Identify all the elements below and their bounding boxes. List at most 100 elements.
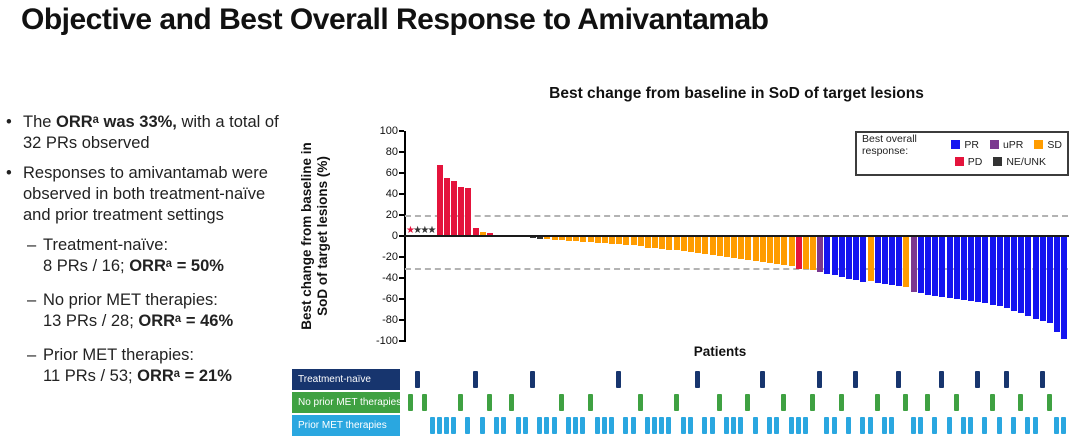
- group-tick: [601, 417, 607, 434]
- group-tick: [573, 417, 579, 434]
- group-tick: [558, 394, 564, 411]
- waterfall-bar: [889, 237, 896, 286]
- group-tick: [982, 417, 988, 434]
- reference-line: [405, 215, 1068, 217]
- group-label-treatment-naive: Treatment-naïve: [292, 369, 400, 390]
- legend-swatch-sd: [1034, 140, 1044, 149]
- group-tick: [580, 417, 586, 434]
- waterfall-bar: [458, 186, 465, 236]
- y-tick-label: -80: [382, 313, 398, 326]
- group-tick: [458, 394, 464, 411]
- waterfall-bar: [716, 237, 723, 256]
- chart-title: Best change from baseline in SoD of targ…: [549, 85, 924, 102]
- legend-item-label: NE/UNK: [1006, 155, 1046, 168]
- y-tick-mark: [399, 172, 404, 174]
- waterfall-bar: [910, 237, 917, 292]
- legend-swatch-pd: [954, 157, 964, 166]
- bullet-responses-text: Responses to amivantamab were observed i…: [23, 164, 268, 224]
- group-tick: [436, 417, 442, 434]
- group-tick: [680, 417, 686, 434]
- waterfall-bar: [659, 237, 666, 249]
- legend-swatch-pr: [951, 140, 961, 149]
- waterfall-bar: [810, 237, 817, 270]
- waterfall-bar: [946, 237, 953, 298]
- y-tick-label: 40: [385, 187, 398, 200]
- waterfall-bar: [1061, 237, 1068, 339]
- group-tick: [853, 371, 859, 388]
- legend-swatch-ne-unk: [993, 157, 1003, 166]
- legend-title: Best overall response:: [862, 132, 917, 157]
- page-title: Objective and Best Overall Response to A…: [21, 3, 769, 36]
- waterfall-bar: [845, 237, 852, 279]
- group-tick: [443, 417, 449, 434]
- group-tick: [824, 417, 830, 434]
- group-tick: [932, 417, 938, 434]
- group-tick: [565, 417, 571, 434]
- group-tick: [781, 394, 787, 411]
- legend-item-label: uPR: [1002, 138, 1024, 151]
- group-tick: [616, 371, 622, 388]
- group-tick: [953, 394, 959, 411]
- group-label-prior-met: Prior MET therapies: [292, 415, 400, 436]
- waterfall-bar: [1032, 237, 1039, 319]
- waterfall-bar: [709, 237, 716, 255]
- waterfall-bar: [573, 237, 580, 242]
- group-tick: [723, 417, 729, 434]
- waterfall-bar: [652, 237, 659, 248]
- group-tick: [1018, 394, 1024, 411]
- group-tick: [429, 417, 435, 434]
- waterfall-bar: [558, 237, 565, 241]
- reference-line: [405, 267, 1068, 270]
- y-tick-mark: [399, 298, 404, 300]
- group-tick: [968, 417, 974, 434]
- bullet-orr: • The ORRᵃ was 33%, with a total of 32 P…: [6, 112, 298, 154]
- group-tick: [946, 417, 952, 434]
- group-tick: [802, 417, 808, 434]
- y-tick-label: 60: [385, 166, 398, 179]
- waterfall-bar: [932, 237, 939, 296]
- waterfall-bar: [996, 237, 1003, 307]
- group-tick: [881, 417, 887, 434]
- group-tick: [630, 417, 636, 434]
- group-tick: [644, 417, 650, 434]
- group-tick: [752, 417, 758, 434]
- group-tick: [666, 417, 672, 434]
- waterfall-bar: [853, 237, 860, 281]
- y-tick-mark: [399, 151, 404, 153]
- y-tick-mark: [399, 256, 404, 258]
- group-tick: [838, 394, 844, 411]
- group-tick: [767, 417, 772, 434]
- bullet-responses: • Responses to amivantamab were observed…: [6, 163, 298, 226]
- group-tick: [817, 371, 823, 388]
- sub-bullet-no-prior-met: – No prior MET therapies: 13 PRs / 28; O…: [27, 291, 234, 330]
- dash-marker: –: [27, 346, 37, 364]
- legend-item-label: PR: [964, 138, 979, 151]
- waterfall-bar: [781, 237, 788, 266]
- group-tick: [709, 417, 715, 434]
- legend-row-2: PD NE/UNK: [862, 153, 1062, 170]
- group-tick: [688, 417, 694, 434]
- waterfall-bar: [580, 237, 587, 243]
- group-tick: [716, 394, 722, 411]
- waterfall-bar: [975, 237, 982, 303]
- waterfall-bar: [896, 237, 903, 287]
- waterfall-bar: [644, 237, 651, 248]
- waterfall-bar: [924, 237, 931, 295]
- waterfall-bar: [443, 178, 450, 236]
- y-tick-label: -100: [375, 334, 398, 347]
- waterfall-bar: [802, 237, 809, 269]
- waterfall-bar: [1025, 237, 1032, 316]
- group-tick: [673, 394, 679, 411]
- waterfall-bar: [680, 237, 687, 251]
- y-tick-mark: [399, 214, 404, 216]
- group-tick: [896, 371, 902, 388]
- y-tick-label: -40: [382, 271, 398, 284]
- waterfall-bar: [917, 237, 924, 293]
- no-assessment-star: ★: [406, 225, 415, 236]
- group-tick: [1011, 417, 1017, 434]
- waterfall-bar: [623, 237, 630, 246]
- waterfall-bar: [616, 237, 623, 245]
- waterfall-bar: [788, 237, 795, 267]
- waterfall-bar: [838, 237, 845, 277]
- waterfall-bar: [767, 237, 773, 264]
